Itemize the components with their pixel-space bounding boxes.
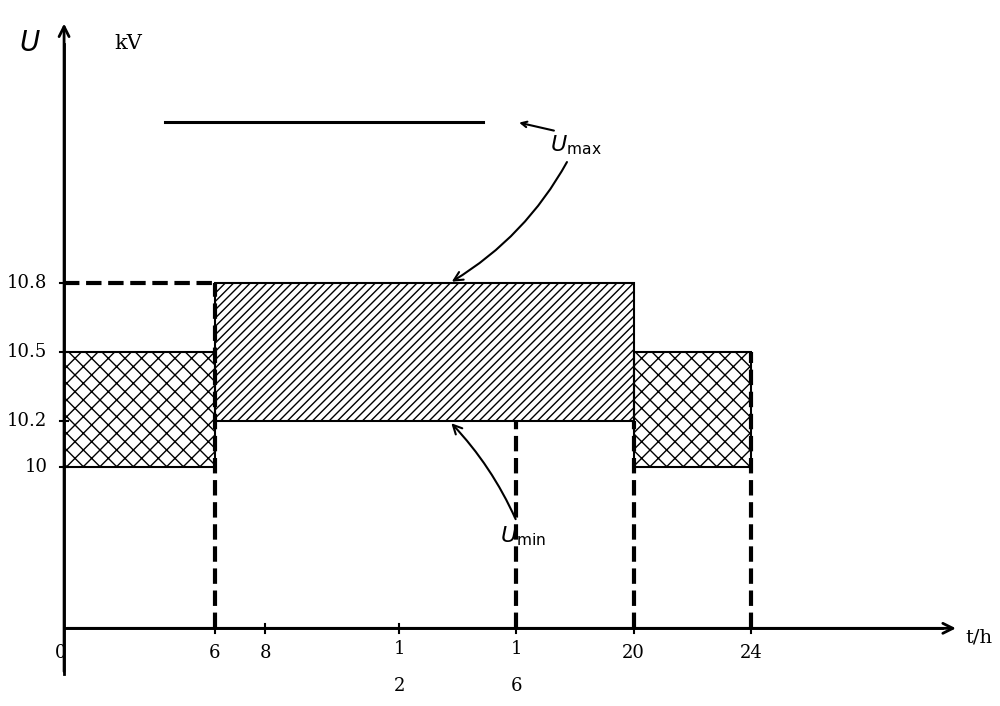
Text: $U_{\mathrm{min}}$: $U_{\mathrm{min}}$ (453, 425, 546, 548)
Text: kV: kV (114, 35, 142, 53)
Text: 0: 0 (55, 645, 66, 662)
Bar (634, 352, 751, 467)
Text: t/h: t/h (965, 628, 993, 647)
Text: 6: 6 (209, 645, 221, 662)
Text: 24: 24 (740, 645, 762, 662)
Text: 1: 1 (511, 640, 522, 658)
Text: $U_{\mathrm{max}}$: $U_{\mathrm{max}}$ (454, 133, 602, 280)
Text: 1: 1 (393, 640, 405, 658)
Text: 20: 20 (622, 645, 645, 662)
Text: 10.2: 10.2 (7, 412, 47, 430)
Text: 10: 10 (24, 458, 47, 477)
Text: 6: 6 (511, 676, 522, 695)
Text: $U$: $U$ (19, 30, 41, 57)
Bar (64, 352, 215, 467)
Text: 2: 2 (393, 676, 405, 695)
Text: 10.8: 10.8 (7, 274, 47, 292)
Text: 8: 8 (259, 645, 271, 662)
Bar (215, 283, 634, 421)
Text: 10.5: 10.5 (7, 343, 47, 361)
